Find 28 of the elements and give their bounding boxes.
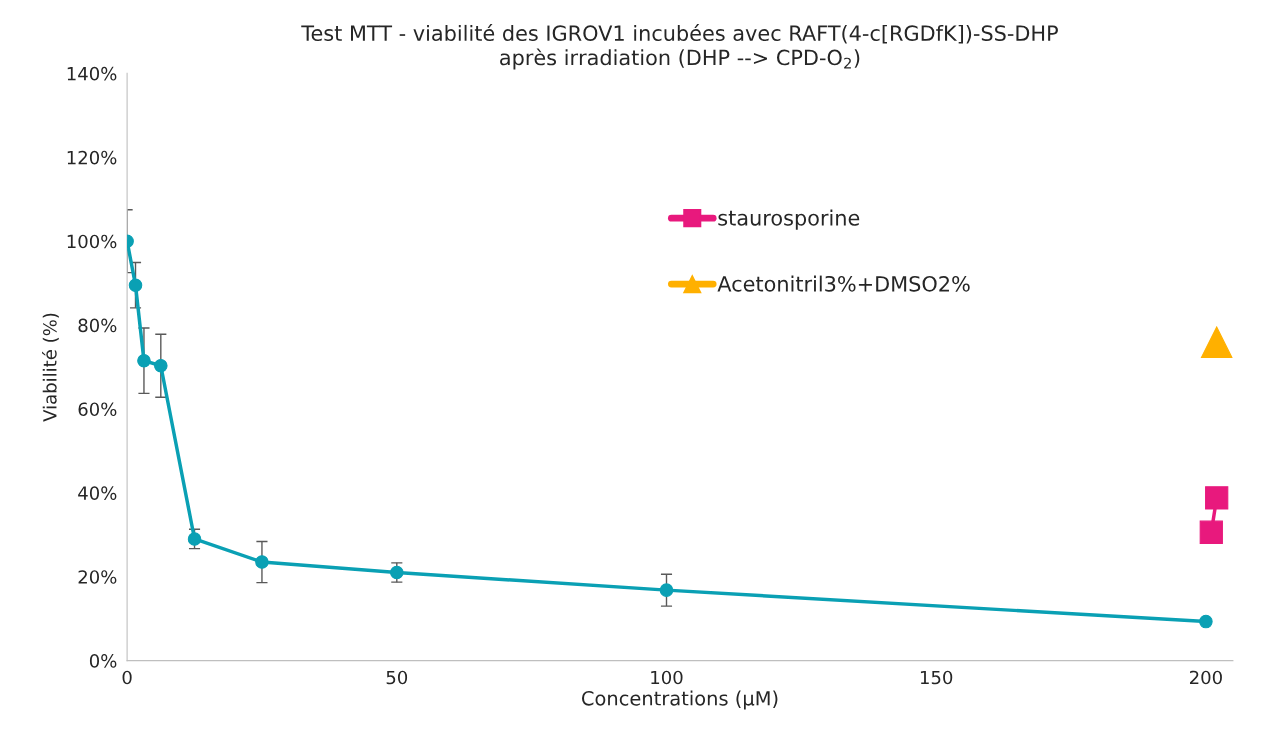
chart-title: Test MTT - viabilité des IGROV1 incubées avec RAFT(4-c[RGDfK])-SS-DHP après irradiation (DHP --> CPD-O$_{2}$) xyxy=(301,24,1058,70)
x-axis-title: Concentrations (µM) xyxy=(581,690,778,710)
x-tick-label: 200 xyxy=(1189,670,1222,685)
x-tick-label: 150 xyxy=(920,670,953,685)
y-tick-label: 40% xyxy=(78,486,117,500)
y-tick-label: 140% xyxy=(67,66,117,81)
x-tick-label: 100 xyxy=(651,670,683,685)
point xyxy=(659,583,674,597)
y-axis-title: Viabilité (%) xyxy=(42,313,59,422)
legend-label: Acetonitril3%+DMSO2% xyxy=(717,275,970,292)
y-tick-label: 120% xyxy=(67,150,117,165)
y-tick-label: 80% xyxy=(78,318,117,333)
point xyxy=(187,532,202,546)
x-tick-label: 0 xyxy=(122,670,132,685)
point xyxy=(1200,326,1233,359)
point xyxy=(137,353,151,368)
y-tick-label: 100% xyxy=(67,234,117,249)
x-tick-label: 50 xyxy=(386,670,408,685)
y-tick-label: 60% xyxy=(78,402,117,417)
y-tick-label: 0% xyxy=(89,654,117,668)
point xyxy=(1199,520,1223,544)
point xyxy=(154,358,168,373)
y-tick-label: 20% xyxy=(78,570,117,584)
point xyxy=(1205,486,1229,510)
legend-label: staurosporine xyxy=(718,209,860,230)
point xyxy=(1199,614,1213,629)
point xyxy=(128,278,143,292)
point xyxy=(255,555,269,569)
